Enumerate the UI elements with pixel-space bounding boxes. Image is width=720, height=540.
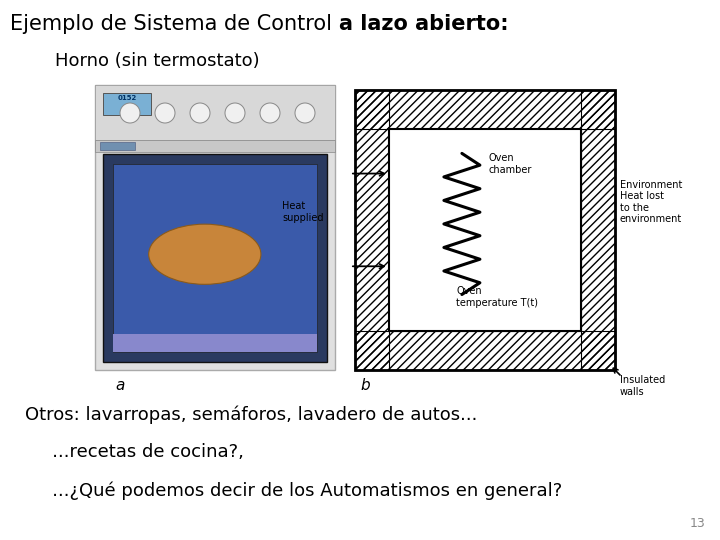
Bar	[389, 129, 581, 331]
Circle shape	[190, 103, 210, 123]
Text: a lazo abierto:: a lazo abierto:	[338, 14, 508, 34]
Bar	[355, 331, 615, 370]
Circle shape	[155, 103, 175, 123]
Text: b: b	[360, 378, 369, 393]
Bar	[103, 93, 151, 115]
Bar	[100, 142, 135, 150]
Bar	[113, 164, 317, 352]
Text: Horno (sin termostato): Horno (sin termostato)	[55, 52, 260, 70]
Text: Heat
supplied: Heat supplied	[282, 201, 323, 222]
Text: ...recetas de cocina?,: ...recetas de cocina?,	[35, 443, 244, 461]
Text: Oven
temperature T(t): Oven temperature T(t)	[456, 286, 538, 308]
Bar	[355, 90, 615, 370]
Bar	[103, 154, 327, 362]
Text: 0152: 0152	[117, 95, 137, 101]
Text: a: a	[115, 378, 125, 393]
Bar	[355, 90, 389, 370]
Bar	[355, 90, 615, 129]
Text: Oven
chamber: Oven chamber	[489, 153, 532, 175]
Bar	[95, 85, 335, 370]
Text: 13: 13	[689, 517, 705, 530]
Circle shape	[295, 103, 315, 123]
Text: Otros: lavarropas, semáforos, lavadero de autos...: Otros: lavarropas, semáforos, lavadero d…	[25, 405, 477, 423]
Bar	[113, 334, 317, 352]
Circle shape	[260, 103, 280, 123]
Bar	[95, 140, 335, 152]
Text: ...¿Qué podemos decir de los Automatismos en general?: ...¿Qué podemos decir de los Automatismo…	[35, 481, 562, 500]
Ellipse shape	[149, 224, 261, 285]
Text: Insulated
walls: Insulated walls	[620, 375, 665, 396]
Circle shape	[225, 103, 245, 123]
Circle shape	[120, 103, 140, 123]
Bar	[95, 85, 335, 140]
Bar	[581, 90, 615, 370]
Text: Ejemplo de Sistema de Control: Ejemplo de Sistema de Control	[10, 14, 338, 34]
Text: Environment
Heat lost
to the
environment: Environment Heat lost to the environment	[620, 180, 683, 225]
